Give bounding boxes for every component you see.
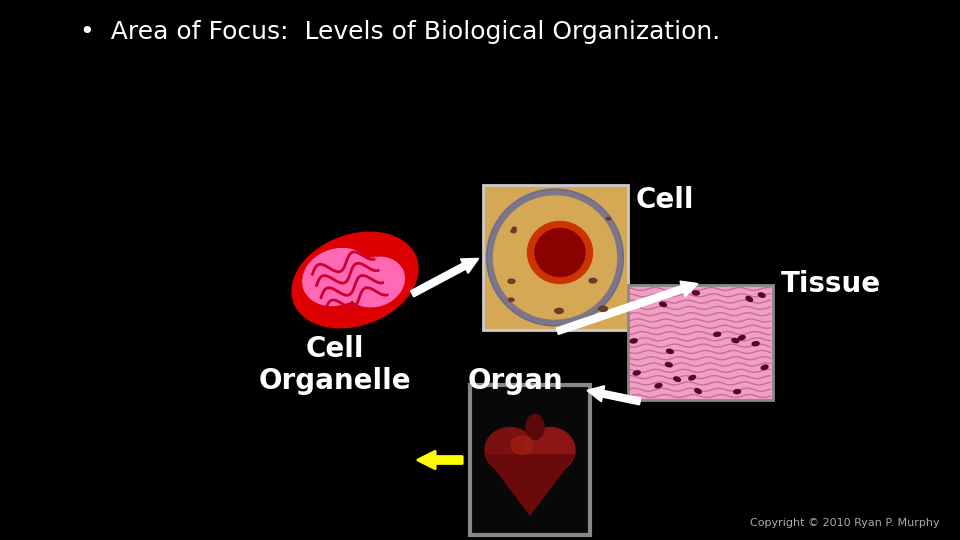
- Ellipse shape: [487, 189, 623, 326]
- Ellipse shape: [666, 349, 673, 353]
- Ellipse shape: [526, 415, 544, 440]
- Text: •  Area of Focus:  Levels of Biological Organization.: • Area of Focus: Levels of Biological Or…: [80, 20, 720, 44]
- Ellipse shape: [485, 428, 535, 472]
- Ellipse shape: [758, 293, 765, 298]
- Bar: [483, 185, 628, 330]
- Ellipse shape: [738, 335, 745, 340]
- Ellipse shape: [665, 362, 672, 367]
- Text: Organ: Organ: [468, 367, 563, 395]
- Ellipse shape: [302, 248, 372, 306]
- Ellipse shape: [508, 279, 515, 284]
- Ellipse shape: [631, 339, 637, 343]
- Ellipse shape: [509, 298, 514, 301]
- Ellipse shape: [634, 371, 640, 375]
- Ellipse shape: [535, 228, 585, 276]
- Ellipse shape: [732, 339, 739, 343]
- Ellipse shape: [689, 375, 695, 380]
- Ellipse shape: [674, 377, 681, 381]
- Text: Cell
Organelle: Cell Organelle: [258, 335, 411, 395]
- Text: Tissue: Tissue: [780, 270, 880, 298]
- Ellipse shape: [555, 308, 564, 314]
- Ellipse shape: [527, 221, 592, 284]
- Text: Copyright © 2010 Ryan P. Murphy: Copyright © 2010 Ryan P. Murphy: [751, 518, 940, 528]
- Ellipse shape: [695, 389, 702, 393]
- Ellipse shape: [511, 230, 516, 233]
- Ellipse shape: [607, 218, 611, 220]
- Ellipse shape: [525, 428, 575, 472]
- Ellipse shape: [292, 232, 418, 328]
- Ellipse shape: [713, 332, 721, 336]
- Ellipse shape: [346, 257, 404, 307]
- Ellipse shape: [692, 291, 700, 295]
- Polygon shape: [485, 455, 575, 515]
- Ellipse shape: [599, 306, 608, 312]
- Ellipse shape: [343, 267, 387, 303]
- Bar: [628, 285, 773, 400]
- Bar: [470, 385, 590, 535]
- Ellipse shape: [746, 296, 753, 301]
- Ellipse shape: [511, 436, 533, 454]
- Ellipse shape: [513, 227, 516, 230]
- Ellipse shape: [655, 383, 661, 388]
- Ellipse shape: [753, 342, 759, 346]
- Ellipse shape: [589, 278, 597, 283]
- Ellipse shape: [733, 390, 741, 394]
- Ellipse shape: [493, 196, 616, 319]
- Ellipse shape: [660, 302, 666, 307]
- Ellipse shape: [761, 365, 768, 369]
- Text: Cell: Cell: [636, 186, 694, 214]
